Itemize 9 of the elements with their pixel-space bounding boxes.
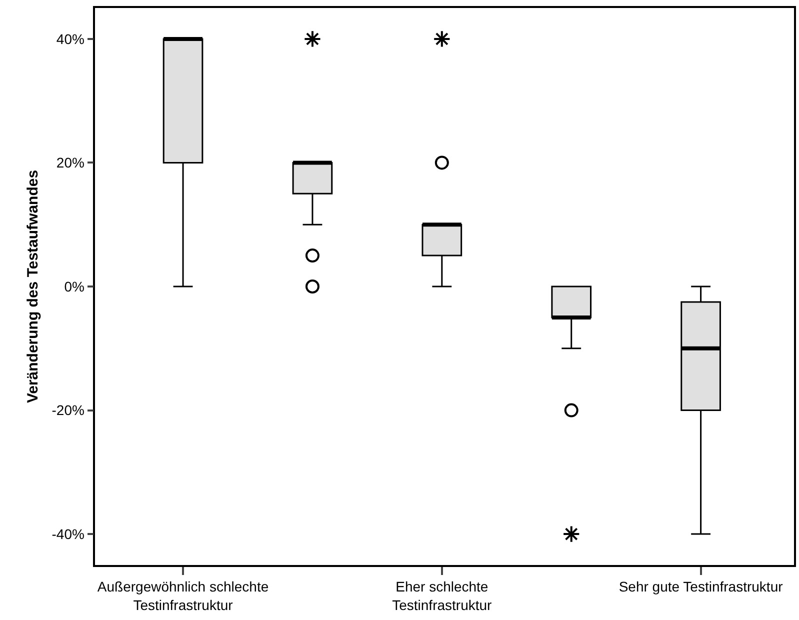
x-tick-label: Außergewöhnlich schlechte Testinfrastruktur <box>97 578 269 613</box>
x-tick-label: Sehr gute Testinfrastruktur <box>618 578 784 595</box>
y-tick-label: -20% <box>52 402 84 418</box>
y-tick-label: -40% <box>52 526 84 542</box>
y-tick-label: 20% <box>56 154 84 171</box>
y-tick-label: 40% <box>56 30 84 47</box>
y-axis-title: Veränderung des Testaufwandes <box>24 170 42 404</box>
y-tick-label: 0% <box>64 278 84 294</box>
x-tick-label: Eher schlechte Testinfrastruktur <box>392 578 492 613</box>
